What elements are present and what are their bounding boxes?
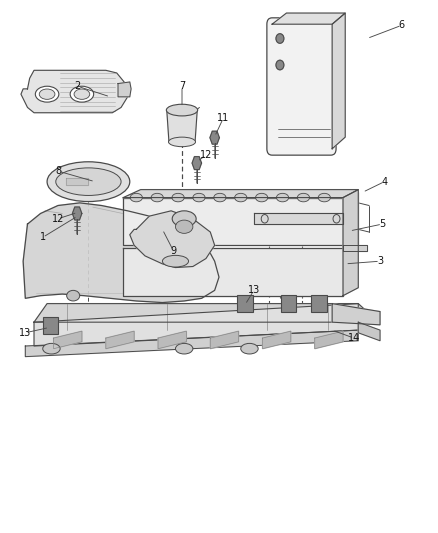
- Text: 12: 12: [200, 150, 212, 160]
- FancyBboxPatch shape: [281, 295, 297, 312]
- FancyBboxPatch shape: [237, 295, 253, 312]
- Ellipse shape: [130, 193, 142, 202]
- Polygon shape: [210, 331, 239, 349]
- Polygon shape: [34, 304, 358, 346]
- Text: 5: 5: [379, 219, 385, 229]
- Polygon shape: [262, 331, 291, 349]
- Ellipse shape: [172, 193, 184, 202]
- Ellipse shape: [169, 137, 195, 147]
- Polygon shape: [66, 178, 88, 185]
- Polygon shape: [123, 190, 358, 198]
- Polygon shape: [123, 198, 343, 245]
- Ellipse shape: [74, 89, 90, 99]
- Ellipse shape: [67, 290, 80, 301]
- Ellipse shape: [255, 193, 268, 202]
- Polygon shape: [123, 248, 343, 296]
- Polygon shape: [315, 331, 343, 349]
- Text: 1: 1: [40, 232, 46, 243]
- Polygon shape: [332, 13, 345, 149]
- Polygon shape: [118, 82, 131, 97]
- Polygon shape: [343, 190, 358, 296]
- Text: 6: 6: [399, 20, 405, 30]
- Text: 4: 4: [381, 176, 388, 187]
- FancyBboxPatch shape: [311, 295, 327, 312]
- Polygon shape: [210, 131, 219, 144]
- Ellipse shape: [214, 193, 226, 202]
- Ellipse shape: [166, 104, 198, 116]
- Polygon shape: [21, 70, 127, 113]
- Polygon shape: [72, 207, 82, 220]
- Circle shape: [276, 34, 284, 43]
- Text: 13: 13: [248, 285, 260, 295]
- Ellipse shape: [162, 255, 188, 267]
- Ellipse shape: [70, 86, 94, 102]
- Ellipse shape: [172, 211, 196, 227]
- Polygon shape: [34, 304, 380, 322]
- Ellipse shape: [43, 343, 60, 354]
- Circle shape: [276, 60, 284, 70]
- Text: 2: 2: [74, 81, 81, 91]
- Ellipse shape: [35, 86, 59, 102]
- Ellipse shape: [176, 220, 193, 233]
- Polygon shape: [167, 110, 197, 142]
- Text: 8: 8: [55, 166, 61, 176]
- Ellipse shape: [318, 193, 330, 202]
- Polygon shape: [343, 245, 367, 251]
- Ellipse shape: [47, 162, 130, 201]
- Polygon shape: [192, 157, 201, 169]
- Ellipse shape: [39, 89, 55, 99]
- Polygon shape: [272, 13, 345, 24]
- Polygon shape: [106, 331, 134, 349]
- Polygon shape: [358, 322, 380, 341]
- Polygon shape: [332, 304, 380, 325]
- Polygon shape: [158, 331, 186, 349]
- Polygon shape: [23, 203, 219, 303]
- Ellipse shape: [56, 168, 121, 196]
- Polygon shape: [343, 192, 358, 245]
- Polygon shape: [53, 331, 82, 349]
- Text: 3: 3: [377, 256, 383, 266]
- Text: 11: 11: [217, 113, 230, 123]
- Ellipse shape: [297, 193, 310, 202]
- Text: 12: 12: [52, 214, 64, 224]
- Ellipse shape: [276, 193, 289, 202]
- Ellipse shape: [193, 193, 205, 202]
- FancyBboxPatch shape: [43, 317, 58, 334]
- Polygon shape: [25, 330, 358, 357]
- Polygon shape: [254, 214, 343, 224]
- Ellipse shape: [235, 193, 247, 202]
- Ellipse shape: [176, 343, 193, 354]
- Polygon shape: [130, 211, 215, 268]
- Ellipse shape: [241, 343, 258, 354]
- Ellipse shape: [151, 193, 163, 202]
- Text: 9: 9: [170, 246, 177, 256]
- Text: 7: 7: [179, 81, 185, 91]
- FancyBboxPatch shape: [267, 18, 336, 155]
- Text: 13: 13: [19, 328, 32, 338]
- Text: 14: 14: [348, 333, 360, 343]
